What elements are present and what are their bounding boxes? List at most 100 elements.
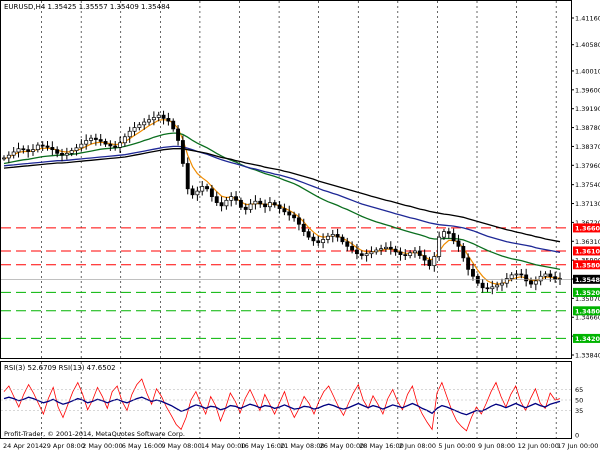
support-level-label: 1.34200: [575, 335, 600, 343]
candle-body: [26, 149, 31, 152]
candle-body: [69, 150, 74, 154]
candle-body: [398, 251, 403, 255]
price-axis: 1.41160 1.40580 1.40010 1.39600 1.39190 1.387…: [1, 15, 600, 360]
rsi-lines: [3, 378, 561, 432]
candle-body: [108, 143, 113, 147]
chart-header-info: EURUSD,H4 1.35425 1.35557 1.35409 1.3548…: [4, 3, 171, 11]
candle-body: [350, 245, 355, 251]
candle-body: [548, 273, 553, 278]
candle-body: [45, 145, 50, 148]
candle-body: [234, 196, 239, 201]
candle-body: [103, 141, 108, 145]
candle-body: [238, 199, 243, 208]
candle-body: [408, 252, 413, 256]
candle-body: [214, 196, 219, 203]
candle-body: [74, 147, 79, 151]
time-tick-label: 28 May 16:00: [359, 442, 404, 450]
candle-body: [113, 145, 118, 148]
candle-body: [16, 148, 21, 153]
time-tick-label: 26 May 00:00: [320, 442, 365, 450]
rsi3-line: [3, 378, 561, 432]
price-tick-label: 1.39600: [575, 86, 600, 94]
price-tick-label: 1.37960: [575, 162, 600, 170]
time-tick-label: 9 May 08:00: [161, 442, 201, 450]
ma-black-line: [3, 148, 561, 243]
support-level-badge: [573, 333, 600, 343]
candle-body: [2, 157, 6, 160]
time-tick-label: 17 Jun 00:00: [557, 442, 598, 450]
candle-body: [248, 203, 253, 210]
time-tick-label: 6 May 16:00: [122, 442, 162, 450]
candle-body: [137, 124, 142, 128]
candle-body: [142, 121, 147, 126]
price-tick-label: 1.38780: [575, 124, 600, 132]
candle-body: [6, 154, 11, 159]
ma-fast-line: [3, 119, 560, 285]
candle-body: [524, 274, 529, 282]
candle-body: [374, 249, 379, 253]
candle-body: [388, 246, 393, 250]
candle-body: [50, 147, 55, 151]
candle-body: [185, 163, 190, 190]
candle-body: [533, 280, 538, 285]
candle-body: [200, 186, 205, 192]
price-tick-label: 1.40010: [575, 67, 600, 75]
candle-body: [253, 200, 258, 205]
candle-body: [132, 127, 137, 132]
price-tick-label: 1.34660: [575, 314, 600, 322]
candle-body: [64, 153, 69, 156]
current-price-label: 1.35484: [575, 276, 600, 284]
price-tick-label: 1.38370: [575, 143, 600, 151]
time-tick-label: 14 May 00:00: [201, 442, 246, 450]
price-tick-label: 1.37130: [575, 200, 600, 208]
candle-body: [190, 188, 195, 196]
candle-body: [272, 202, 277, 206]
ma-green-line: [3, 132, 561, 271]
sr-levels: [1, 227, 571, 339]
candle-body: [180, 140, 185, 164]
candle-body: [316, 240, 321, 244]
resistance-level-label: 1.36100: [575, 247, 600, 255]
candle-body: [11, 151, 16, 156]
time-tick-label: 29 Apr 08:00: [43, 442, 85, 450]
candle-body: [514, 273, 519, 276]
rsi-tick-label: 50: [575, 397, 583, 405]
candle-body: [219, 202, 224, 207]
candle-body: [475, 275, 480, 284]
resistance-level-badge: [573, 246, 600, 256]
candle-body: [118, 142, 122, 148]
price-tick-label: 1.37540: [575, 181, 600, 189]
candle-body: [79, 143, 84, 149]
candle-body: [31, 149, 35, 152]
price-tick-label: 1.33840: [575, 352, 600, 360]
candle-body: [195, 190, 200, 196]
candle-body: [176, 128, 181, 141]
candle-body: [379, 248, 384, 251]
candle-body: [209, 188, 214, 197]
candle-body: [417, 250, 422, 256]
time-tick-label: 2 May 00:00: [82, 442, 122, 450]
candle-body: [89, 137, 93, 141]
resistance-level-badge: [573, 223, 600, 233]
candle-body: [509, 274, 514, 279]
candle-body: [490, 286, 495, 290]
candle-body: [330, 234, 335, 237]
candle-body: [205, 186, 210, 190]
candle-body: [495, 284, 500, 288]
candle-body: [306, 231, 311, 238]
candle-body: [60, 153, 64, 156]
candles: [2, 110, 562, 295]
candle-body: [161, 114, 166, 119]
support-level-label: 1.34800: [575, 307, 600, 315]
candle-body: [413, 250, 417, 254]
rsi-header-info: RSI(3) 52.6709 RSI(13) 47.6502: [4, 364, 116, 372]
candle-body: [354, 249, 359, 255]
candle-body: [485, 287, 490, 290]
candle-body: [432, 256, 437, 267]
candle-body: [325, 235, 330, 240]
resistance-level-label: 1.35800: [575, 261, 600, 269]
rsi-tick-label: 0: [575, 432, 579, 440]
candle-body: [321, 239, 326, 244]
rsi-tick-label: 65: [575, 386, 583, 394]
